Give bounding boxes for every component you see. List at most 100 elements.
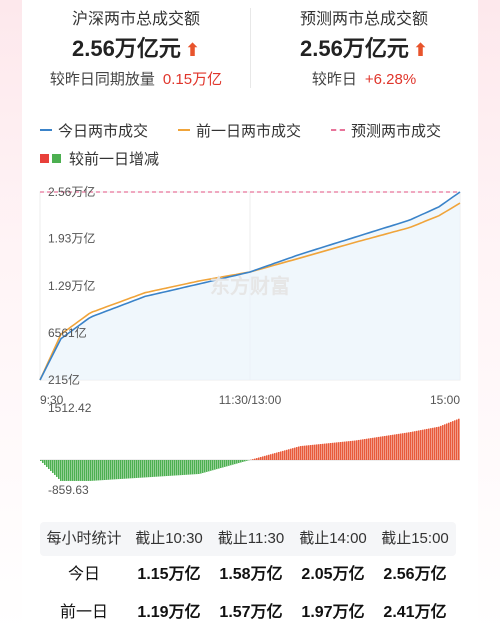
diff-bar-up [252, 459, 254, 460]
stats-cell: 1.57万亿 [219, 604, 283, 621]
actual-turnover-value: 2.56万亿元 ⬆ [22, 35, 250, 63]
diff-bar-down [60, 460, 62, 481]
diff-bar-down [164, 460, 166, 477]
diff-bar-down [74, 460, 76, 481]
diff-bar-up [270, 454, 272, 460]
stats-cell: 2.56万亿 [383, 566, 447, 583]
diff-bar-down [166, 460, 168, 477]
diff-bar-up [300, 446, 302, 460]
diff-bar-down [54, 460, 56, 475]
diff-bar-up [422, 429, 424, 460]
diff-bar-up [326, 443, 328, 460]
diff-bar-up [306, 445, 308, 460]
diff-bar-down [116, 460, 118, 480]
diff-bar-up [412, 431, 414, 460]
diff-bar-down [78, 460, 80, 481]
diff-bar-up [454, 420, 456, 460]
diff-bar-up [324, 443, 326, 460]
stats-header-row: 每小时统计 截止10:30 截止11:30 截止14:00 截止15:00 [40, 522, 456, 556]
diff-bar-down [152, 460, 154, 477]
diff-bar-up [452, 421, 454, 460]
diff-bar-down [76, 460, 78, 481]
stats-row-label: 前一日 [59, 604, 108, 621]
diff-min-label: -859.63 [48, 483, 89, 497]
change-value: 0.15万亿 [162, 71, 223, 88]
diff-bar-up [378, 436, 380, 460]
diff-bar-up [272, 453, 274, 460]
summary-panel: 沪深两市总成交额 2.56万亿元 ⬆ 较昨日同期放量 0.15万亿 预测两市总成交额… [22, 0, 478, 100]
diff-bar-up [416, 430, 418, 460]
diff-bar-up [282, 450, 284, 460]
diff-bar-up [426, 428, 428, 460]
diff-bar-down [168, 460, 170, 476]
diff-bar-up [312, 444, 314, 460]
diff-bar-up [302, 445, 304, 460]
y-tick-label: 6561亿 [48, 325, 87, 340]
diff-bar-up [288, 449, 290, 460]
actual-turnover-card: 沪深两市总成交额 2.56万亿元 ⬆ 较昨日同期放量 0.15万亿 [22, 0, 250, 100]
change-label: 较昨日同期放量 [49, 71, 155, 88]
legend-today[interactable]: 今日两市成交 [40, 120, 148, 141]
diff-bar-up [308, 445, 310, 460]
diff-bar-up [304, 445, 306, 460]
diff-bar-down [148, 460, 150, 478]
diff-bar-up [254, 458, 256, 460]
diff-bar-down [174, 460, 176, 476]
diff-bar-down [158, 460, 160, 477]
legend-diff[interactable]: 较前一日增减 [40, 148, 159, 169]
diff-bar-up [290, 448, 292, 460]
today-area [40, 192, 460, 380]
diff-bars [40, 418, 460, 481]
diff-bar-down [234, 460, 236, 465]
diff-bar-up [314, 444, 316, 460]
diff-bar-up [406, 432, 408, 460]
diff-bar-up [424, 429, 426, 460]
forecast-turnover-value: 2.56万亿元 ⬆ [250, 35, 478, 63]
diff-bar-down [120, 460, 122, 479]
legend-forecast[interactable]: 预测两市成交 [331, 120, 441, 141]
y-tick-label: 215亿 [48, 372, 80, 387]
diff-bar-up [264, 455, 266, 460]
chart-area [40, 192, 460, 380]
up-arrow-icon: ⬆ [412, 40, 428, 60]
diff-bar-up [266, 455, 268, 460]
prev-line-swatch [178, 129, 191, 131]
diff-bar-up [310, 445, 312, 460]
diff-bar-up [372, 437, 374, 460]
diff-bar-up [268, 454, 270, 460]
diff-bar-down [124, 460, 126, 479]
diff-bar-up [414, 431, 416, 460]
diff-bar-up [318, 444, 320, 460]
diff-bar-down [210, 460, 212, 471]
diff-bar-up [376, 437, 378, 460]
diff-bar-down [132, 460, 134, 479]
chart-lines [39, 191, 461, 381]
diff-bar-up [444, 424, 446, 460]
diff-bar-up [258, 457, 260, 460]
stats-header-col: 截止14:00 [299, 530, 367, 547]
diff-bar-down [140, 460, 142, 478]
diff-bar-down [176, 460, 178, 476]
diff-bar-up [320, 444, 322, 460]
diff-bar-up [364, 439, 366, 460]
diff-bar-down [162, 460, 164, 477]
diff-bar-up [366, 438, 368, 460]
diff-max-label: 1512.42 [48, 401, 92, 415]
diff-bar-down [64, 460, 66, 481]
legend-prev[interactable]: 前一日两市成交 [178, 120, 301, 141]
diff-bar-up [274, 453, 276, 460]
diff-bar-down [204, 460, 206, 473]
diff-bar-down [170, 460, 172, 476]
diff-bar-down [222, 460, 224, 468]
diff-bar-up [336, 442, 338, 460]
diff-bar-up [284, 450, 286, 460]
diff-bar-up [446, 423, 448, 460]
diff-bar-up [342, 441, 344, 460]
diff-bar-down [126, 460, 128, 479]
diff-bar-down [196, 460, 198, 475]
diff-bar-up [356, 440, 358, 460]
diff-bar-up [396, 434, 398, 460]
diff-bar-up [408, 432, 410, 460]
diff-bar-down [86, 460, 88, 481]
today-series-line [39, 191, 461, 381]
